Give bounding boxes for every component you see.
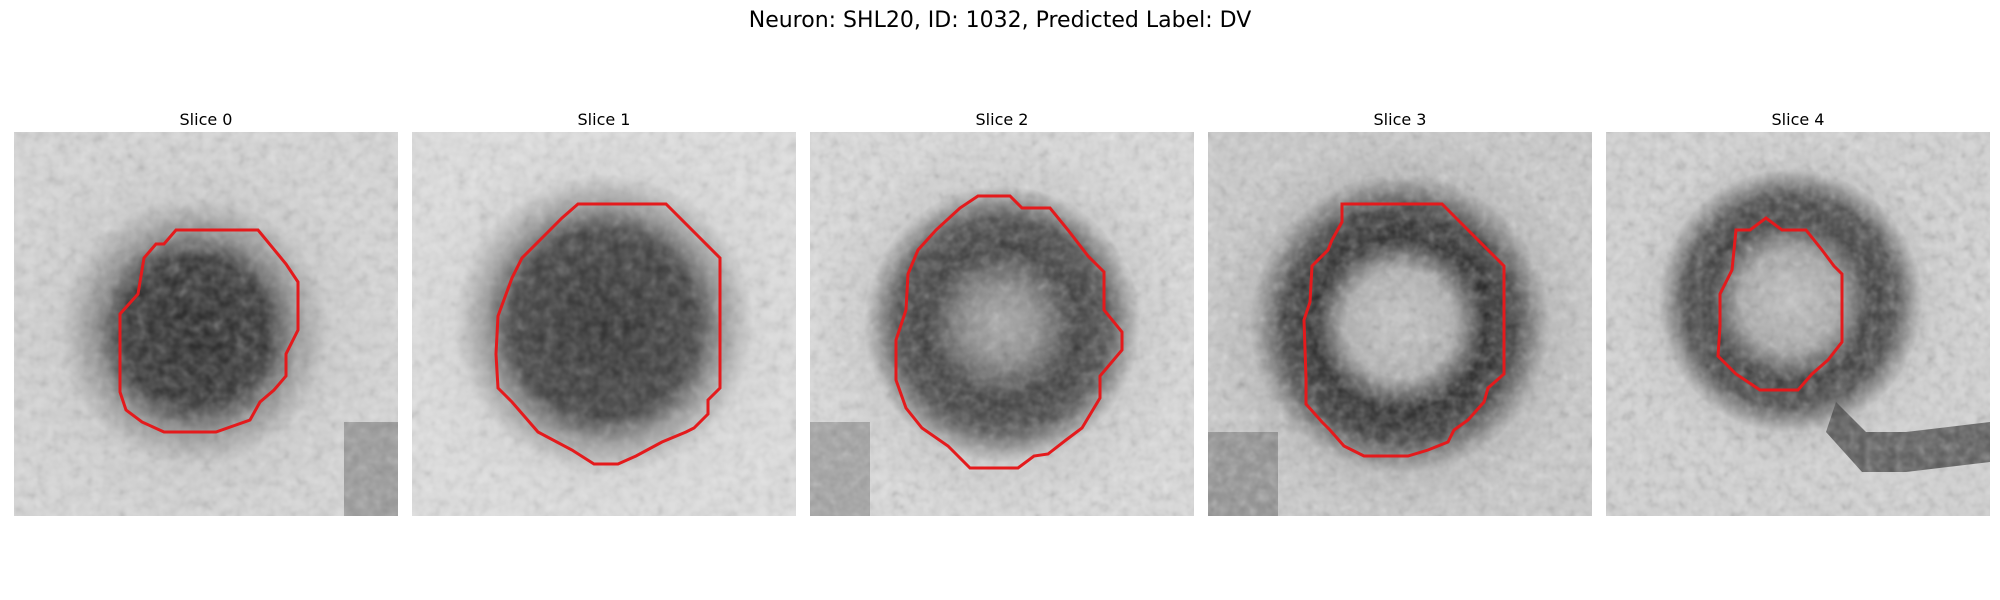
slice-title-1: Slice 1 (577, 110, 631, 129)
slice-panel-2: Slice 2 (810, 108, 1194, 516)
contour-outline (894, 194, 1124, 470)
slice-title-2: Slice 2 (975, 110, 1029, 129)
slice-image-1 (412, 132, 796, 516)
contour-outline (1716, 216, 1844, 392)
noise-texture (810, 132, 1194, 516)
slice-panel-0: Slice 0 (14, 108, 398, 516)
slice-title-4: Slice 4 (1771, 110, 1825, 129)
slice-panel-3: Slice 3 (1208, 108, 1592, 516)
slice-title-0: Slice 0 (179, 110, 233, 129)
noise-texture (14, 132, 398, 516)
noise-texture (1606, 132, 1990, 516)
noise-texture (1208, 132, 1592, 516)
slice-image-2 (810, 132, 1194, 516)
slice-panel-1: Slice 1 (412, 108, 796, 516)
slice-image-4 (1606, 132, 1990, 516)
contour-outline (118, 228, 300, 434)
slice-panel-4: Slice 4 (1606, 108, 1990, 516)
slice-title-3: Slice 3 (1373, 110, 1427, 129)
slice-image-0 (14, 132, 398, 516)
figure-title: Neuron: SHL20, ID: 1032, Predicted Label… (748, 8, 1252, 33)
noise-texture (412, 132, 796, 516)
contour-outline (494, 202, 722, 466)
slice-image-3 (1208, 132, 1592, 516)
contour-outline (1302, 202, 1506, 458)
